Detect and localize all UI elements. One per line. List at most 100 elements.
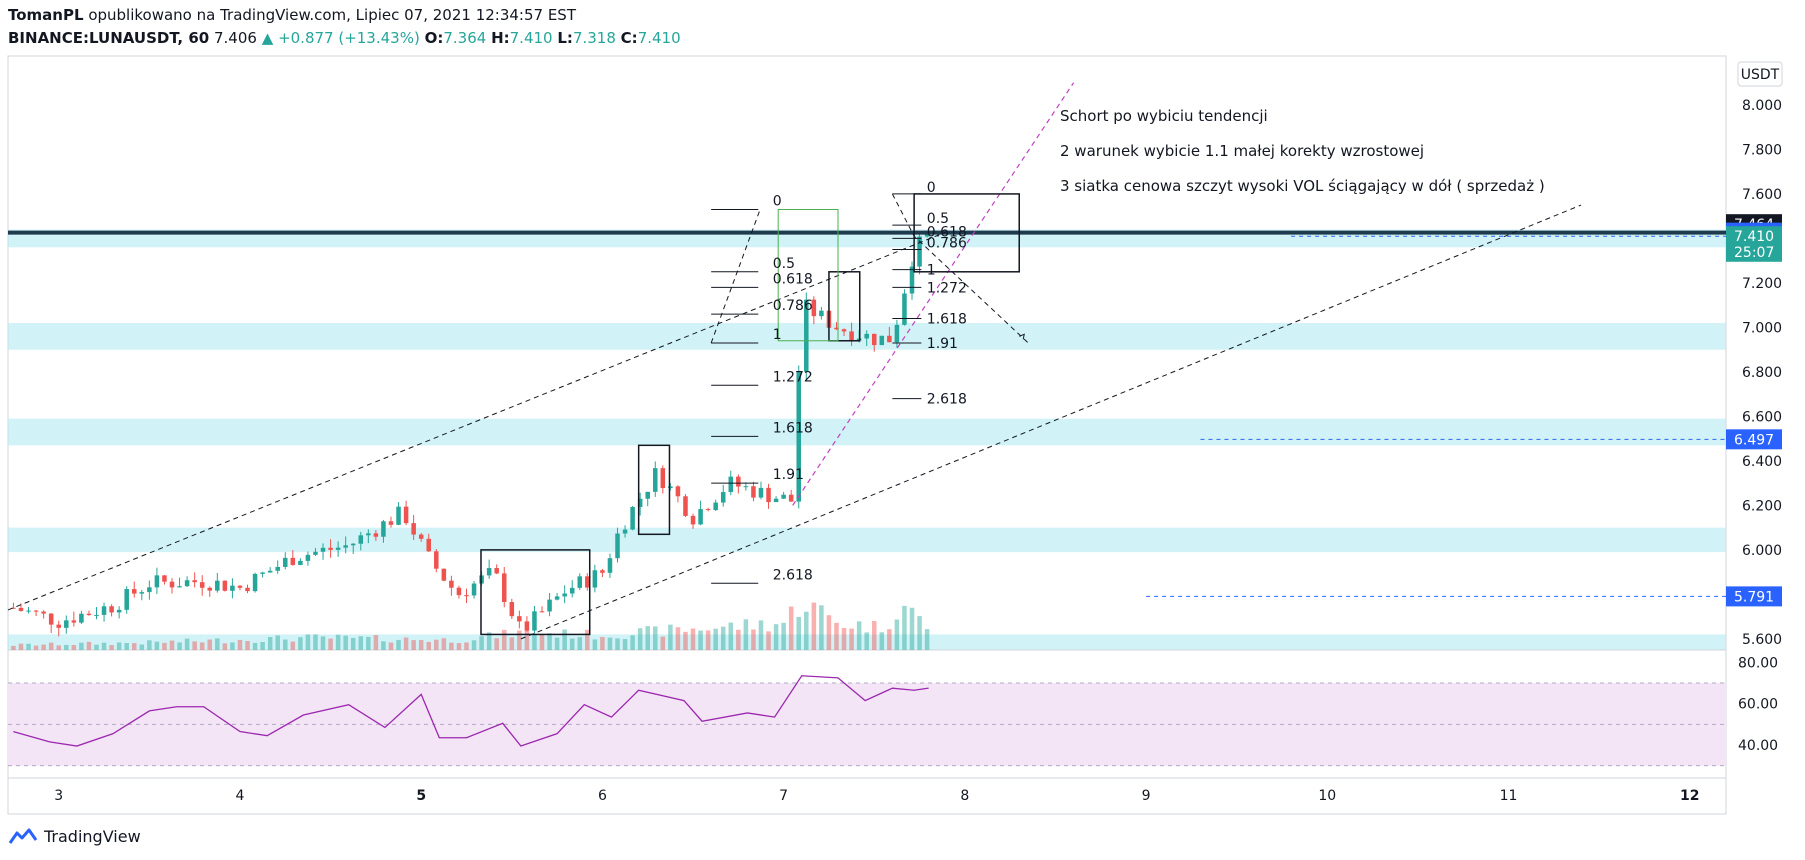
volume-bar-58 xyxy=(449,642,454,650)
chart-header-publish: TomanPL opublikowano na TradingView.com,… xyxy=(8,6,576,24)
volume-bar-2 xyxy=(26,643,31,650)
volume-bar-108 xyxy=(826,615,832,650)
volume-bar-12 xyxy=(101,642,107,650)
volume-bar-29 xyxy=(230,642,235,650)
candle-body-56 xyxy=(434,551,439,569)
price-tick-2: 7.600 xyxy=(1742,187,1782,203)
candle-body-55 xyxy=(426,538,432,552)
volume-bar-28 xyxy=(222,643,228,650)
candle-body-32 xyxy=(252,573,258,592)
volume-bar-102 xyxy=(781,622,786,650)
candle-body-14 xyxy=(116,609,122,613)
time-tick-2: 5 xyxy=(416,788,426,804)
volume-bar-19 xyxy=(154,641,160,650)
volume-bar-68 xyxy=(524,630,530,650)
volume-bar-13 xyxy=(109,645,114,650)
candle-body-35 xyxy=(275,566,280,571)
time-tick-6: 9 xyxy=(1142,788,1151,804)
volume-bar-34 xyxy=(267,637,273,650)
footer-brand[interactable]: TradingView xyxy=(8,826,141,846)
volume-bar-26 xyxy=(207,639,213,650)
price-tick-12: 5.600 xyxy=(1742,632,1782,648)
candle-body-87 xyxy=(668,486,673,488)
candle-body-64 xyxy=(494,568,499,574)
author-name[interactable]: TomanPL xyxy=(8,6,84,24)
candle-body-75 xyxy=(577,576,583,588)
price-tag-2: 7.410 xyxy=(1734,229,1774,245)
volume-bar-40 xyxy=(313,634,318,650)
volume-bar-56 xyxy=(434,639,439,650)
currency-badge[interactable]: USDT xyxy=(1737,61,1783,87)
low-label: L: xyxy=(557,29,573,47)
volume-bar-49 xyxy=(381,641,386,650)
price-tick-9: 6.200 xyxy=(1742,498,1782,514)
time-axis[interactable]: 3 4 5 6 7 8 9 10 11 12 xyxy=(8,777,1726,804)
price-tag-bg-2 xyxy=(1726,226,1782,247)
open-label: O: xyxy=(424,29,444,47)
volume-bar-121 xyxy=(924,629,930,650)
volume-bar-53 xyxy=(411,640,416,650)
time-tick-0: 3 xyxy=(54,788,63,804)
zone-2 xyxy=(8,418,1726,446)
fib-right-label-6: 1.618 xyxy=(927,312,967,328)
candle-body-84 xyxy=(645,491,650,499)
candle-body-72 xyxy=(554,596,560,600)
volume-bar-46 xyxy=(358,636,364,650)
breakout-trendline xyxy=(792,82,1075,506)
volume-bar-39 xyxy=(305,634,311,650)
time-tick-1: 4 xyxy=(236,788,245,804)
candle-body-88 xyxy=(675,486,681,497)
fib-right-label-5: 1.272 xyxy=(927,280,967,296)
candle-body-80 xyxy=(615,533,620,559)
volume-bar-104 xyxy=(796,616,802,650)
volume-bar-20 xyxy=(162,642,167,650)
volume-bar-96 xyxy=(736,629,741,650)
volume-bar-60 xyxy=(464,642,469,650)
rsi-tick-0: 80.00 xyxy=(1738,655,1778,671)
impulse-box xyxy=(777,209,839,342)
price-tag-4: 6.497 xyxy=(1734,432,1774,448)
fib-right-label-4: 1 xyxy=(927,263,936,279)
price-tick-7: 6.600 xyxy=(1742,409,1782,425)
candle-body-120 xyxy=(917,236,922,267)
tradingview-logo-icon xyxy=(8,828,38,844)
candle-body-121 xyxy=(924,233,930,237)
volume-bar-15 xyxy=(124,643,129,650)
candle-body-68 xyxy=(524,621,530,631)
candle-body-110 xyxy=(841,329,847,332)
volume-bar-78 xyxy=(600,637,605,650)
candle-body-114 xyxy=(871,333,877,346)
candle-body-102 xyxy=(781,494,786,499)
volume-bar-73 xyxy=(562,629,567,650)
price-change: +0.877 (+13.43%) xyxy=(278,29,420,47)
volume-bar-30 xyxy=(237,639,243,650)
volume-bar-98 xyxy=(751,629,756,650)
volume-bar-65 xyxy=(501,629,507,650)
candle-body-97 xyxy=(743,486,749,488)
volume-bar-3 xyxy=(33,645,39,650)
symbol-label[interactable]: BINANCE:LUNAUSDT, 60 xyxy=(8,29,210,47)
volume-bar-87 xyxy=(668,624,673,650)
volume-bar-10 xyxy=(86,641,92,650)
volume-bar-37 xyxy=(290,641,296,650)
volume-bar-117 xyxy=(894,619,900,650)
candle-body-22 xyxy=(177,586,182,588)
projection-arrow-icon xyxy=(1019,333,1025,340)
volume-bar-44 xyxy=(343,635,348,650)
candle-body-9 xyxy=(79,613,84,623)
rsi-tick-2: 40.00 xyxy=(1738,738,1778,754)
time-tick-7: 10 xyxy=(1318,788,1336,804)
candle-body-103 xyxy=(788,494,794,502)
candle-body-44 xyxy=(343,545,348,548)
fib-left-label-1: 0.5 xyxy=(773,256,795,272)
last-price: 7.406 xyxy=(214,29,257,47)
channel-upper-line xyxy=(7,231,947,611)
volume-bar-69 xyxy=(532,634,537,650)
candle-body-5 xyxy=(48,613,54,625)
price-axis[interactable]: 8.0007.8007.6007.4007.2007.0006.8006.600… xyxy=(1738,98,1782,754)
change-up-icon: ▲ xyxy=(261,29,274,47)
candle-body-113 xyxy=(864,333,869,339)
volume-bar-94 xyxy=(720,626,726,650)
fib-left-label-4: 1 xyxy=(773,327,782,343)
